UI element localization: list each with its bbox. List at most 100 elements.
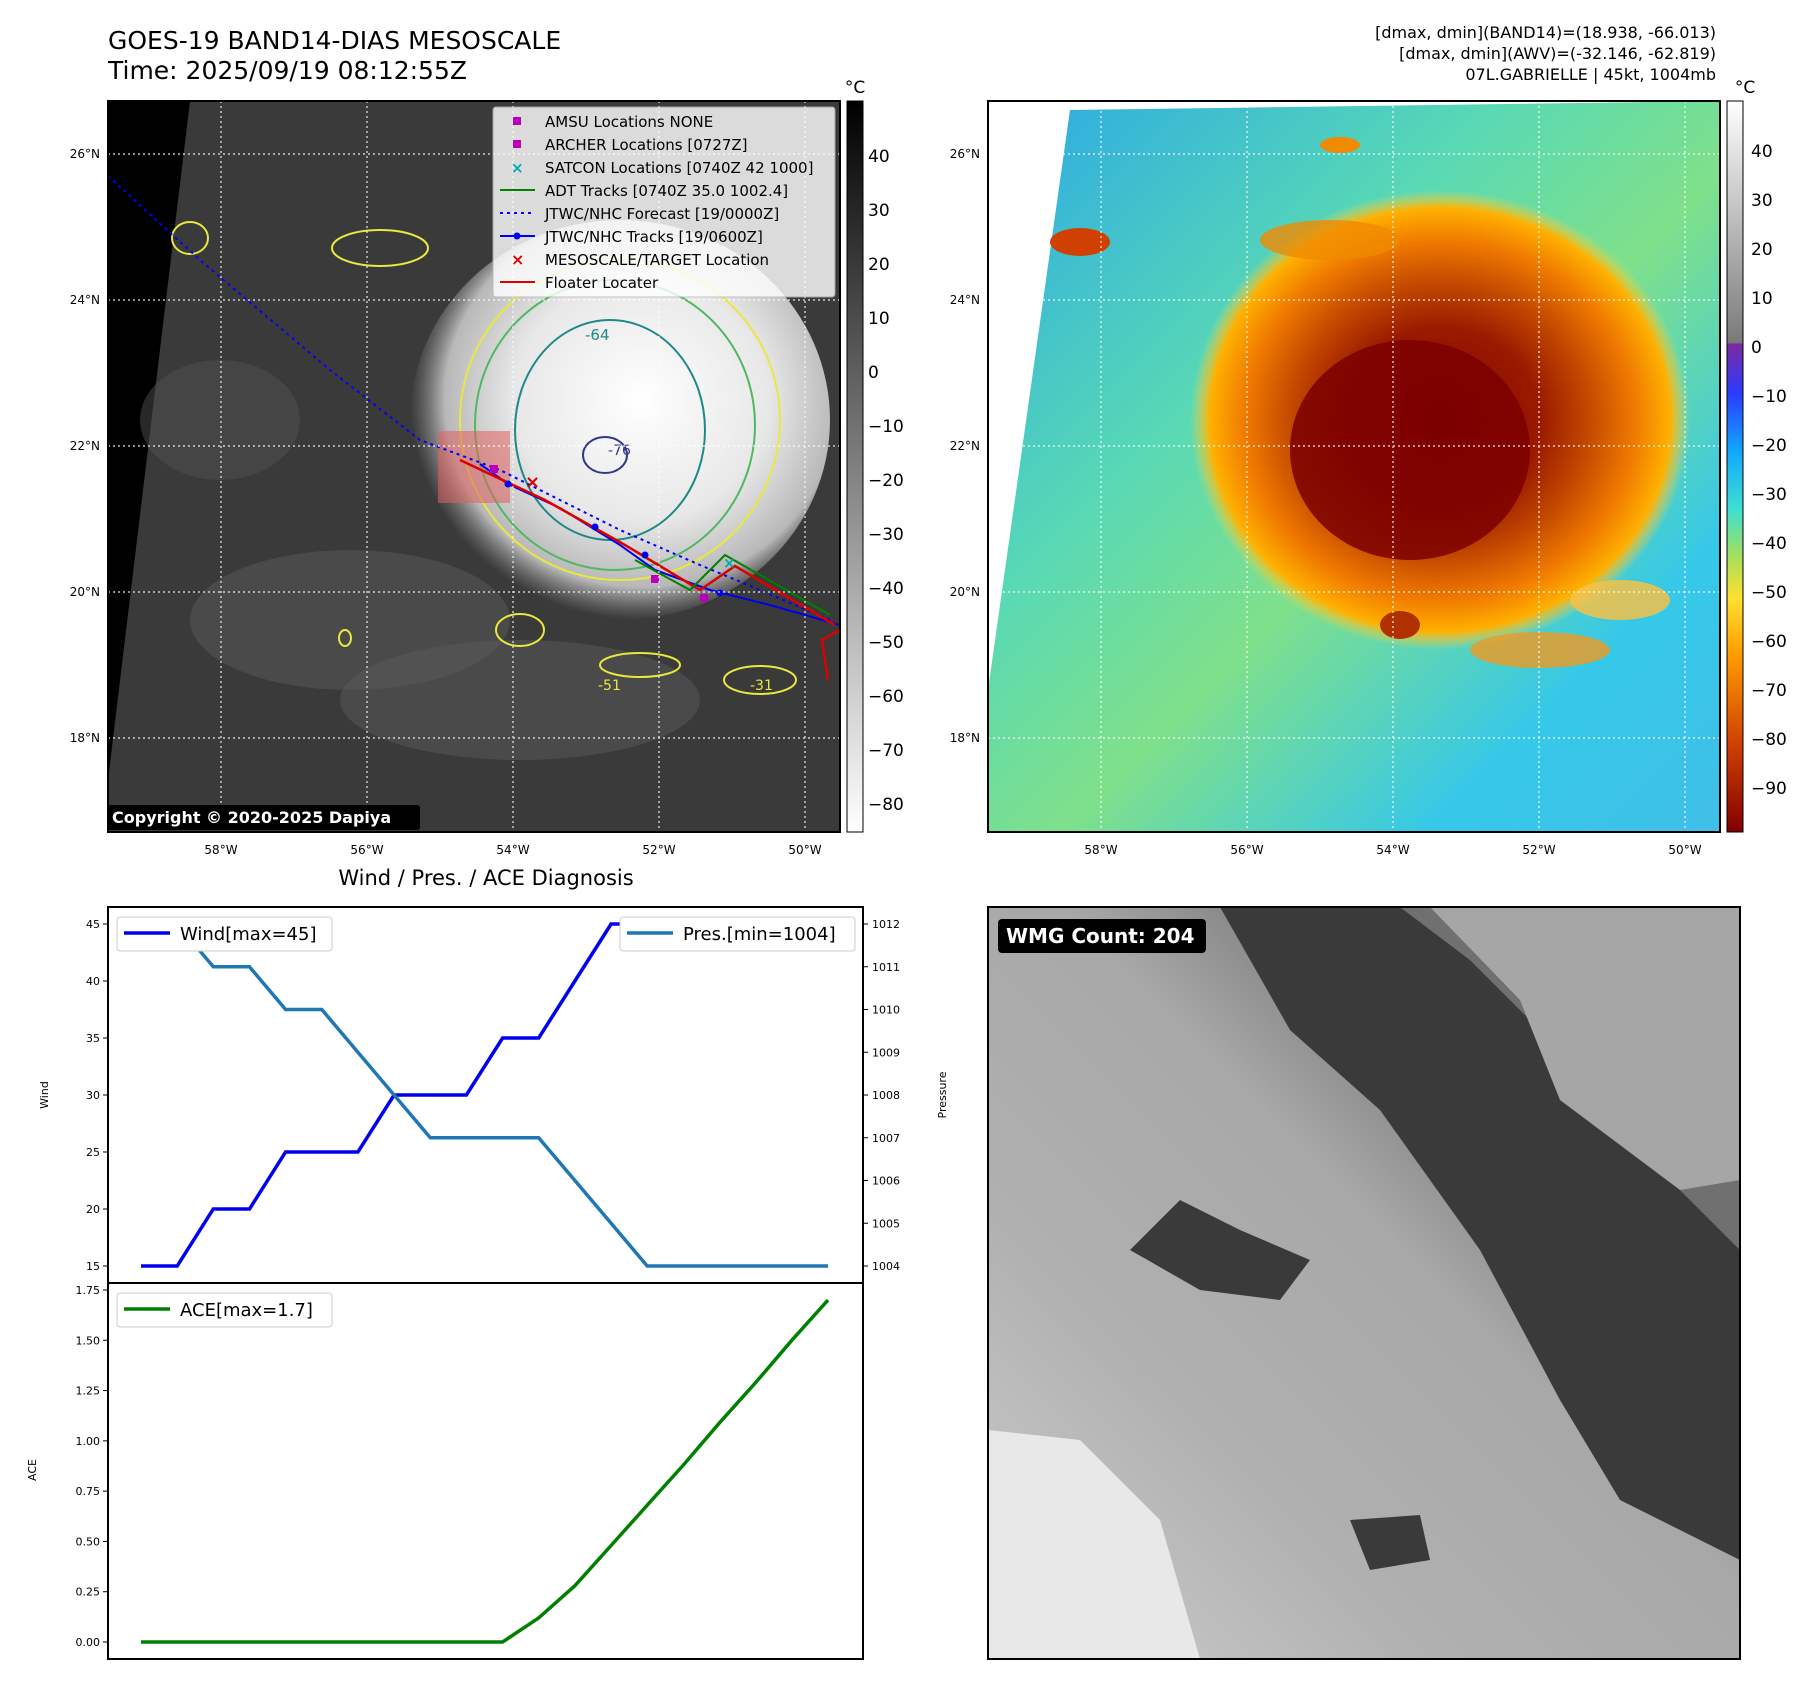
ace-ytick: 0.75 — [76, 1485, 101, 1498]
wind-ytick: 35 — [86, 1032, 100, 1045]
ace-ytick: 1.75 — [76, 1284, 101, 1297]
wmg-count-label: WMG Count: 204 — [1006, 924, 1195, 948]
satcon-marker: × — [723, 554, 736, 572]
mesoscale-marker: × — [525, 472, 540, 493]
svg-text:−30: −30 — [1751, 485, 1787, 505]
pressure-ytick: 1011 — [872, 961, 900, 974]
ace-ytick: 0.00 — [76, 1636, 101, 1649]
colorbar-right: °C 40 30 20 10 0 −10 −20 −30 −40 −50 −60… — [1726, 78, 1787, 833]
svg-text:24°N: 24°N — [950, 293, 980, 307]
archer-icon — [513, 140, 521, 148]
legend-archer: ARCHER Locations [0727Z] — [545, 136, 748, 154]
ace-chart: 0.00 0.25 0.50 0.75 1.00 1.25 1.50 1.75 ACE ACE… — [26, 1282, 864, 1660]
diagnosis-title: Wind / Pres. / ACE Diagnosis — [338, 866, 633, 890]
svg-text:18°N: 18°N — [70, 731, 100, 745]
ace-legend-label: ACE[max=1.7] — [180, 1300, 313, 1321]
svg-text:24°N: 24°N — [70, 293, 100, 307]
adt-track-line — [634, 553, 831, 616]
pressure-legend-label: Pres.[min=1004] — [683, 924, 836, 945]
right-map-axis-labels: 26°N 24°N 22°N 20°N 18°N 58°W 56°W 54°W … — [950, 147, 1702, 857]
svg-text:26°N: 26°N — [70, 147, 100, 161]
pressure-legend: Pres.[min=1004] — [619, 916, 856, 952]
archer-marker — [490, 465, 498, 473]
stats-line-3: 07L.GABRIELLE | 45kt, 1004mb — [1465, 65, 1716, 84]
contour-navy — [582, 436, 628, 474]
svg-text:−80: −80 — [868, 795, 904, 815]
svg-text:40: 40 — [1751, 142, 1773, 162]
legend-amsu: AMSU Locations NONE — [545, 113, 713, 131]
svg-text:50°W: 50°W — [1668, 843, 1701, 857]
svg-text:54°W: 54°W — [496, 843, 529, 857]
svg-text:54°W: 54°W — [1376, 843, 1409, 857]
wmg-dark-band — [1220, 907, 1740, 1560]
svg-text:56°W: 56°W — [1230, 843, 1263, 857]
svg-text:0: 0 — [1751, 338, 1762, 358]
stats-line-2: [dmax, dmin](AWV)=(-32.146, -62.819) — [1399, 44, 1716, 63]
svg-text:−10: −10 — [868, 417, 904, 437]
pressure-yticks: 1004 1005 1006 1007 1008 1009 1010 1011 1012 — [863, 918, 900, 1273]
ace-ytick: 1.25 — [76, 1385, 101, 1398]
svg-text:40: 40 — [868, 147, 890, 167]
legend-adt: ADT Tracks [0740Z 35.0 1002.4] — [545, 182, 788, 200]
colorbar-left-unit: °C — [845, 78, 865, 98]
title-line-2: Time: 2025/09/19 08:12:55Z — [108, 56, 467, 85]
svg-text:−70: −70 — [1751, 681, 1787, 701]
wind-axis-label: Wind — [38, 1081, 51, 1109]
copyright-badge — [108, 805, 420, 830]
ace-ytick: 0.25 — [76, 1586, 101, 1599]
ir-map-left: × × -64 -76 -51 -31 AMSU Locations NONE — [107, 100, 841, 833]
svg-text:22°N: 22°N — [70, 439, 100, 453]
pressure-ytick: 1008 — [872, 1089, 900, 1102]
svg-text:−20: −20 — [868, 471, 904, 491]
svg-text:52°W: 52°W — [642, 843, 675, 857]
legend-forecast: JTWC/NHC Forecast [19/0000Z] — [544, 205, 779, 223]
jtwc-forecast-line — [108, 175, 831, 621]
wind-ytick: 45 — [86, 918, 100, 931]
awv-map-right — [987, 100, 1721, 833]
wind-yticks: 15 20 25 30 35 40 45 — [86, 918, 108, 1273]
pressure-ytick: 1010 — [872, 1004, 900, 1017]
wind-ytick: 40 — [86, 975, 100, 988]
svg-text:−60: −60 — [868, 687, 904, 707]
svg-text:20°N: 20°N — [70, 585, 100, 599]
ace-yticks: 0.00 0.25 0.50 0.75 1.00 1.25 1.50 1.75 — [76, 1284, 108, 1649]
contour-label: -51 — [598, 678, 621, 694]
pressure-ytick: 1004 — [872, 1260, 900, 1273]
svg-text:20: 20 — [1751, 240, 1773, 260]
svg-text:−30: −30 — [868, 525, 904, 545]
svg-text:10: 10 — [868, 309, 890, 329]
svg-text:52°W: 52°W — [1522, 843, 1555, 857]
floater-track-line — [459, 458, 836, 627]
svg-text:56°W: 56°W — [350, 843, 383, 857]
mesoscale-icon: × — [511, 250, 524, 269]
gridlines-right — [988, 101, 1720, 832]
ace-legend: ACE[max=1.7] — [116, 1292, 333, 1328]
legend-satcon: SATCON Locations [0740Z 42 1000] — [545, 159, 813, 177]
pressure-ytick: 1006 — [872, 1175, 900, 1188]
svg-text:22°N: 22°N — [950, 439, 980, 453]
page-title: GOES-19 BAND14-DIAS MESOSCALE Time: 2025… — [108, 26, 561, 86]
legend-floater: Floater Locater — [545, 274, 659, 292]
title-line-1: GOES-19 BAND14-DIAS MESOSCALE — [108, 26, 562, 55]
svg-text:−60: −60 — [1751, 632, 1787, 652]
ace-ytick: 1.00 — [76, 1435, 101, 1448]
stats-block: [dmax, dmin](BAND14)=(18.938, -66.013) [… — [1375, 22, 1716, 85]
svg-text:−80: −80 — [1751, 730, 1787, 750]
storm-cloud-shield — [410, 220, 830, 620]
stats-line-1: [dmax, dmin](BAND14)=(18.938, -66.013) — [1375, 23, 1716, 42]
wmg-panel: WMG Count: 204 — [987, 906, 1741, 1660]
svg-text:−40: −40 — [868, 579, 904, 599]
map-legend: AMSU Locations NONE ARCHER Locations [07… — [492, 106, 836, 298]
pressure-ytick: 1007 — [872, 1132, 900, 1145]
svg-text:50°W: 50°W — [788, 843, 821, 857]
pressure-ytick: 1012 — [872, 918, 900, 931]
wind-ytick: 20 — [86, 1203, 100, 1216]
svg-text:20°N: 20°N — [950, 585, 980, 599]
svg-text:18°N: 18°N — [950, 731, 980, 745]
svg-text:30: 30 — [1751, 191, 1773, 211]
amsu-icon — [513, 117, 521, 125]
svg-text:−20: −20 — [1751, 436, 1787, 456]
contour-label: -64 — [585, 326, 610, 344]
